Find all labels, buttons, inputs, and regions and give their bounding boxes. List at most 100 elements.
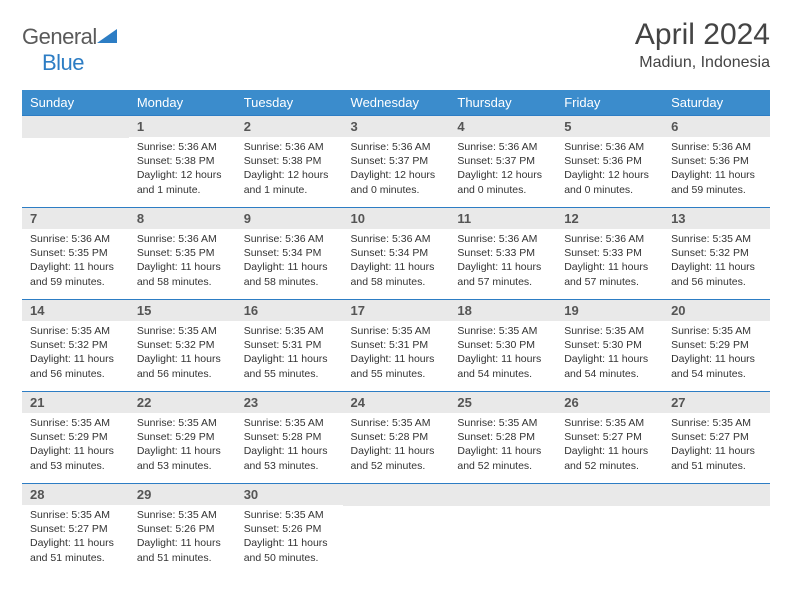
day-info: Sunrise: 5:35 AMSunset: 5:28 PMDaylight:… — [449, 413, 556, 479]
day-number: 9 — [236, 208, 343, 229]
sunrise-text: Sunrise: 5:36 AM — [564, 140, 655, 154]
day-info: Sunrise: 5:36 AMSunset: 5:36 PMDaylight:… — [663, 137, 770, 203]
calendar-cell — [449, 484, 556, 576]
day-info: Sunrise: 5:35 AMSunset: 5:27 PMDaylight:… — [22, 505, 129, 571]
day-number: 18 — [449, 300, 556, 321]
dayname: Wednesday — [343, 90, 450, 116]
daylight-text: Daylight: 11 hours and 52 minutes. — [351, 444, 442, 472]
day-info: Sunrise: 5:36 AMSunset: 5:35 PMDaylight:… — [22, 229, 129, 295]
day-info: Sunrise: 5:35 AMSunset: 5:26 PMDaylight:… — [129, 505, 236, 571]
day-number: 14 — [22, 300, 129, 321]
sunrise-text: Sunrise: 5:36 AM — [564, 232, 655, 246]
day-number: 21 — [22, 392, 129, 413]
daylight-text: Daylight: 11 hours and 59 minutes. — [30, 260, 121, 288]
sunrise-text: Sunrise: 5:35 AM — [30, 416, 121, 430]
daylight-text: Daylight: 11 hours and 50 minutes. — [244, 536, 335, 564]
calendar-cell: 17Sunrise: 5:35 AMSunset: 5:31 PMDayligh… — [343, 300, 450, 392]
calendar-week: 14Sunrise: 5:35 AMSunset: 5:32 PMDayligh… — [22, 300, 770, 392]
calendar-cell — [663, 484, 770, 576]
sunset-text: Sunset: 5:37 PM — [351, 154, 442, 168]
daylight-text: Daylight: 11 hours and 58 minutes. — [137, 260, 228, 288]
calendar-cell: 19Sunrise: 5:35 AMSunset: 5:30 PMDayligh… — [556, 300, 663, 392]
day-number: 22 — [129, 392, 236, 413]
sunset-text: Sunset: 5:32 PM — [671, 246, 762, 260]
sunrise-text: Sunrise: 5:36 AM — [671, 140, 762, 154]
day-info: Sunrise: 5:35 AMSunset: 5:32 PMDaylight:… — [663, 229, 770, 295]
sunrise-text: Sunrise: 5:35 AM — [137, 416, 228, 430]
calendar-cell: 8Sunrise: 5:36 AMSunset: 5:35 PMDaylight… — [129, 208, 236, 300]
calendar-cell: 22Sunrise: 5:35 AMSunset: 5:29 PMDayligh… — [129, 392, 236, 484]
day-info: Sunrise: 5:36 AMSunset: 5:34 PMDaylight:… — [343, 229, 450, 295]
day-number: 6 — [663, 116, 770, 137]
calendar-cell: 4Sunrise: 5:36 AMSunset: 5:37 PMDaylight… — [449, 116, 556, 208]
sunset-text: Sunset: 5:33 PM — [457, 246, 548, 260]
sunset-text: Sunset: 5:30 PM — [457, 338, 548, 352]
day-info: Sunrise: 5:36 AMSunset: 5:35 PMDaylight:… — [129, 229, 236, 295]
day-number: 20 — [663, 300, 770, 321]
sunrise-text: Sunrise: 5:36 AM — [137, 140, 228, 154]
daylight-text: Daylight: 11 hours and 57 minutes. — [564, 260, 655, 288]
sunrise-text: Sunrise: 5:36 AM — [30, 232, 121, 246]
daylight-text: Daylight: 11 hours and 54 minutes. — [671, 352, 762, 380]
calendar-cell: 20Sunrise: 5:35 AMSunset: 5:29 PMDayligh… — [663, 300, 770, 392]
day-number: 8 — [129, 208, 236, 229]
calendar-cell: 10Sunrise: 5:36 AMSunset: 5:34 PMDayligh… — [343, 208, 450, 300]
sunrise-text: Sunrise: 5:35 AM — [457, 324, 548, 338]
day-info: Sunrise: 5:36 AMSunset: 5:36 PMDaylight:… — [556, 137, 663, 203]
day-info: Sunrise: 5:35 AMSunset: 5:27 PMDaylight:… — [556, 413, 663, 479]
sunset-text: Sunset: 5:36 PM — [671, 154, 762, 168]
logo-triangle-icon — [97, 27, 117, 48]
sunset-text: Sunset: 5:34 PM — [244, 246, 335, 260]
sunrise-text: Sunrise: 5:35 AM — [671, 324, 762, 338]
day-number: 5 — [556, 116, 663, 137]
day-info: Sunrise: 5:36 AMSunset: 5:33 PMDaylight:… — [449, 229, 556, 295]
daylight-text: Daylight: 11 hours and 56 minutes. — [30, 352, 121, 380]
day-number: 1 — [129, 116, 236, 137]
sunset-text: Sunset: 5:30 PM — [564, 338, 655, 352]
sunrise-text: Sunrise: 5:35 AM — [671, 232, 762, 246]
dayname: Monday — [129, 90, 236, 116]
day-number: 4 — [449, 116, 556, 137]
day-info: Sunrise: 5:35 AMSunset: 5:30 PMDaylight:… — [556, 321, 663, 387]
day-number — [449, 484, 556, 506]
sunset-text: Sunset: 5:38 PM — [137, 154, 228, 168]
sunset-text: Sunset: 5:28 PM — [351, 430, 442, 444]
sunrise-text: Sunrise: 5:35 AM — [351, 324, 442, 338]
calendar-body: 1Sunrise: 5:36 AMSunset: 5:38 PMDaylight… — [22, 116, 770, 576]
sunrise-text: Sunrise: 5:35 AM — [244, 416, 335, 430]
sunrise-text: Sunrise: 5:36 AM — [137, 232, 228, 246]
sunset-text: Sunset: 5:31 PM — [351, 338, 442, 352]
day-number: 30 — [236, 484, 343, 505]
sunset-text: Sunset: 5:38 PM — [244, 154, 335, 168]
daylight-text: Daylight: 11 hours and 58 minutes. — [244, 260, 335, 288]
sunrise-text: Sunrise: 5:35 AM — [457, 416, 548, 430]
day-info: Sunrise: 5:36 AMSunset: 5:38 PMDaylight:… — [236, 137, 343, 203]
calendar-cell: 7Sunrise: 5:36 AMSunset: 5:35 PMDaylight… — [22, 208, 129, 300]
day-info: Sunrise: 5:35 AMSunset: 5:26 PMDaylight:… — [236, 505, 343, 571]
calendar-cell — [22, 116, 129, 208]
sunset-text: Sunset: 5:27 PM — [564, 430, 655, 444]
calendar-cell: 3Sunrise: 5:36 AMSunset: 5:37 PMDaylight… — [343, 116, 450, 208]
sunrise-text: Sunrise: 5:35 AM — [671, 416, 762, 430]
daylight-text: Daylight: 11 hours and 52 minutes. — [457, 444, 548, 472]
calendar-cell: 12Sunrise: 5:36 AMSunset: 5:33 PMDayligh… — [556, 208, 663, 300]
day-number: 10 — [343, 208, 450, 229]
dayname-row: Sunday Monday Tuesday Wednesday Thursday… — [22, 90, 770, 116]
sunset-text: Sunset: 5:35 PM — [30, 246, 121, 260]
day-number: 15 — [129, 300, 236, 321]
calendar-cell: 14Sunrise: 5:35 AMSunset: 5:32 PMDayligh… — [22, 300, 129, 392]
dayname: Saturday — [663, 90, 770, 116]
daylight-text: Daylight: 11 hours and 56 minutes. — [671, 260, 762, 288]
day-number: 16 — [236, 300, 343, 321]
day-number: 24 — [343, 392, 450, 413]
day-info: Sunrise: 5:35 AMSunset: 5:27 PMDaylight:… — [663, 413, 770, 479]
day-info: Sunrise: 5:35 AMSunset: 5:32 PMDaylight:… — [22, 321, 129, 387]
sunrise-text: Sunrise: 5:35 AM — [137, 324, 228, 338]
day-number: 23 — [236, 392, 343, 413]
calendar-cell: 30Sunrise: 5:35 AMSunset: 5:26 PMDayligh… — [236, 484, 343, 576]
day-number — [663, 484, 770, 506]
daylight-text: Daylight: 11 hours and 51 minutes. — [671, 444, 762, 472]
sunrise-text: Sunrise: 5:36 AM — [244, 140, 335, 154]
day-info: Sunrise: 5:35 AMSunset: 5:30 PMDaylight:… — [449, 321, 556, 387]
sunset-text: Sunset: 5:26 PM — [244, 522, 335, 536]
